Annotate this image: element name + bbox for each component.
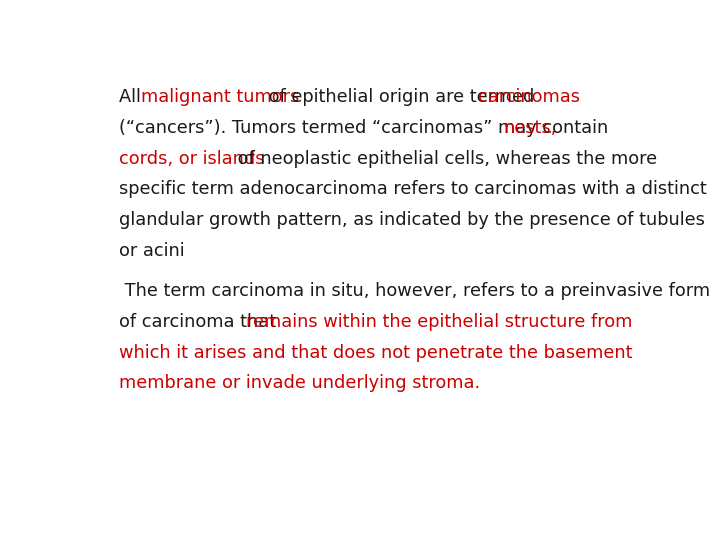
Text: glandular growth pattern, as indicated by the presence of tubules: glandular growth pattern, as indicated b… [120, 211, 706, 229]
Text: cords, or islands: cords, or islands [120, 150, 265, 167]
Text: membrane or invade underlying stroma.: membrane or invade underlying stroma. [120, 374, 480, 393]
Text: which it arises and that does not penetrate the basement: which it arises and that does not penetr… [120, 343, 633, 362]
Text: nests,: nests, [503, 119, 557, 137]
Text: All: All [120, 88, 147, 106]
Text: or acini: or acini [120, 242, 185, 260]
Text: specific term adenocarcinoma refers to carcinomas with a distinct: specific term adenocarcinoma refers to c… [120, 180, 707, 198]
Text: malignant tumors: malignant tumors [141, 88, 299, 106]
Text: The term carcinoma in situ, however, refers to a preinvasive form: The term carcinoma in situ, however, ref… [120, 282, 711, 300]
Text: of epithelial origin are termed: of epithelial origin are termed [264, 88, 541, 106]
Text: carcinomas: carcinomas [478, 88, 580, 106]
Text: of carcinoma that: of carcinoma that [120, 313, 282, 330]
Text: (“cancers”). Tumors termed “carcinomas” may contain: (“cancers”). Tumors termed “carcinomas” … [120, 119, 614, 137]
Text: remains within the epithelial structure from: remains within the epithelial structure … [246, 313, 632, 330]
Text: of neoplastic epithelial cells, whereas the more: of neoplastic epithelial cells, whereas … [233, 150, 657, 167]
